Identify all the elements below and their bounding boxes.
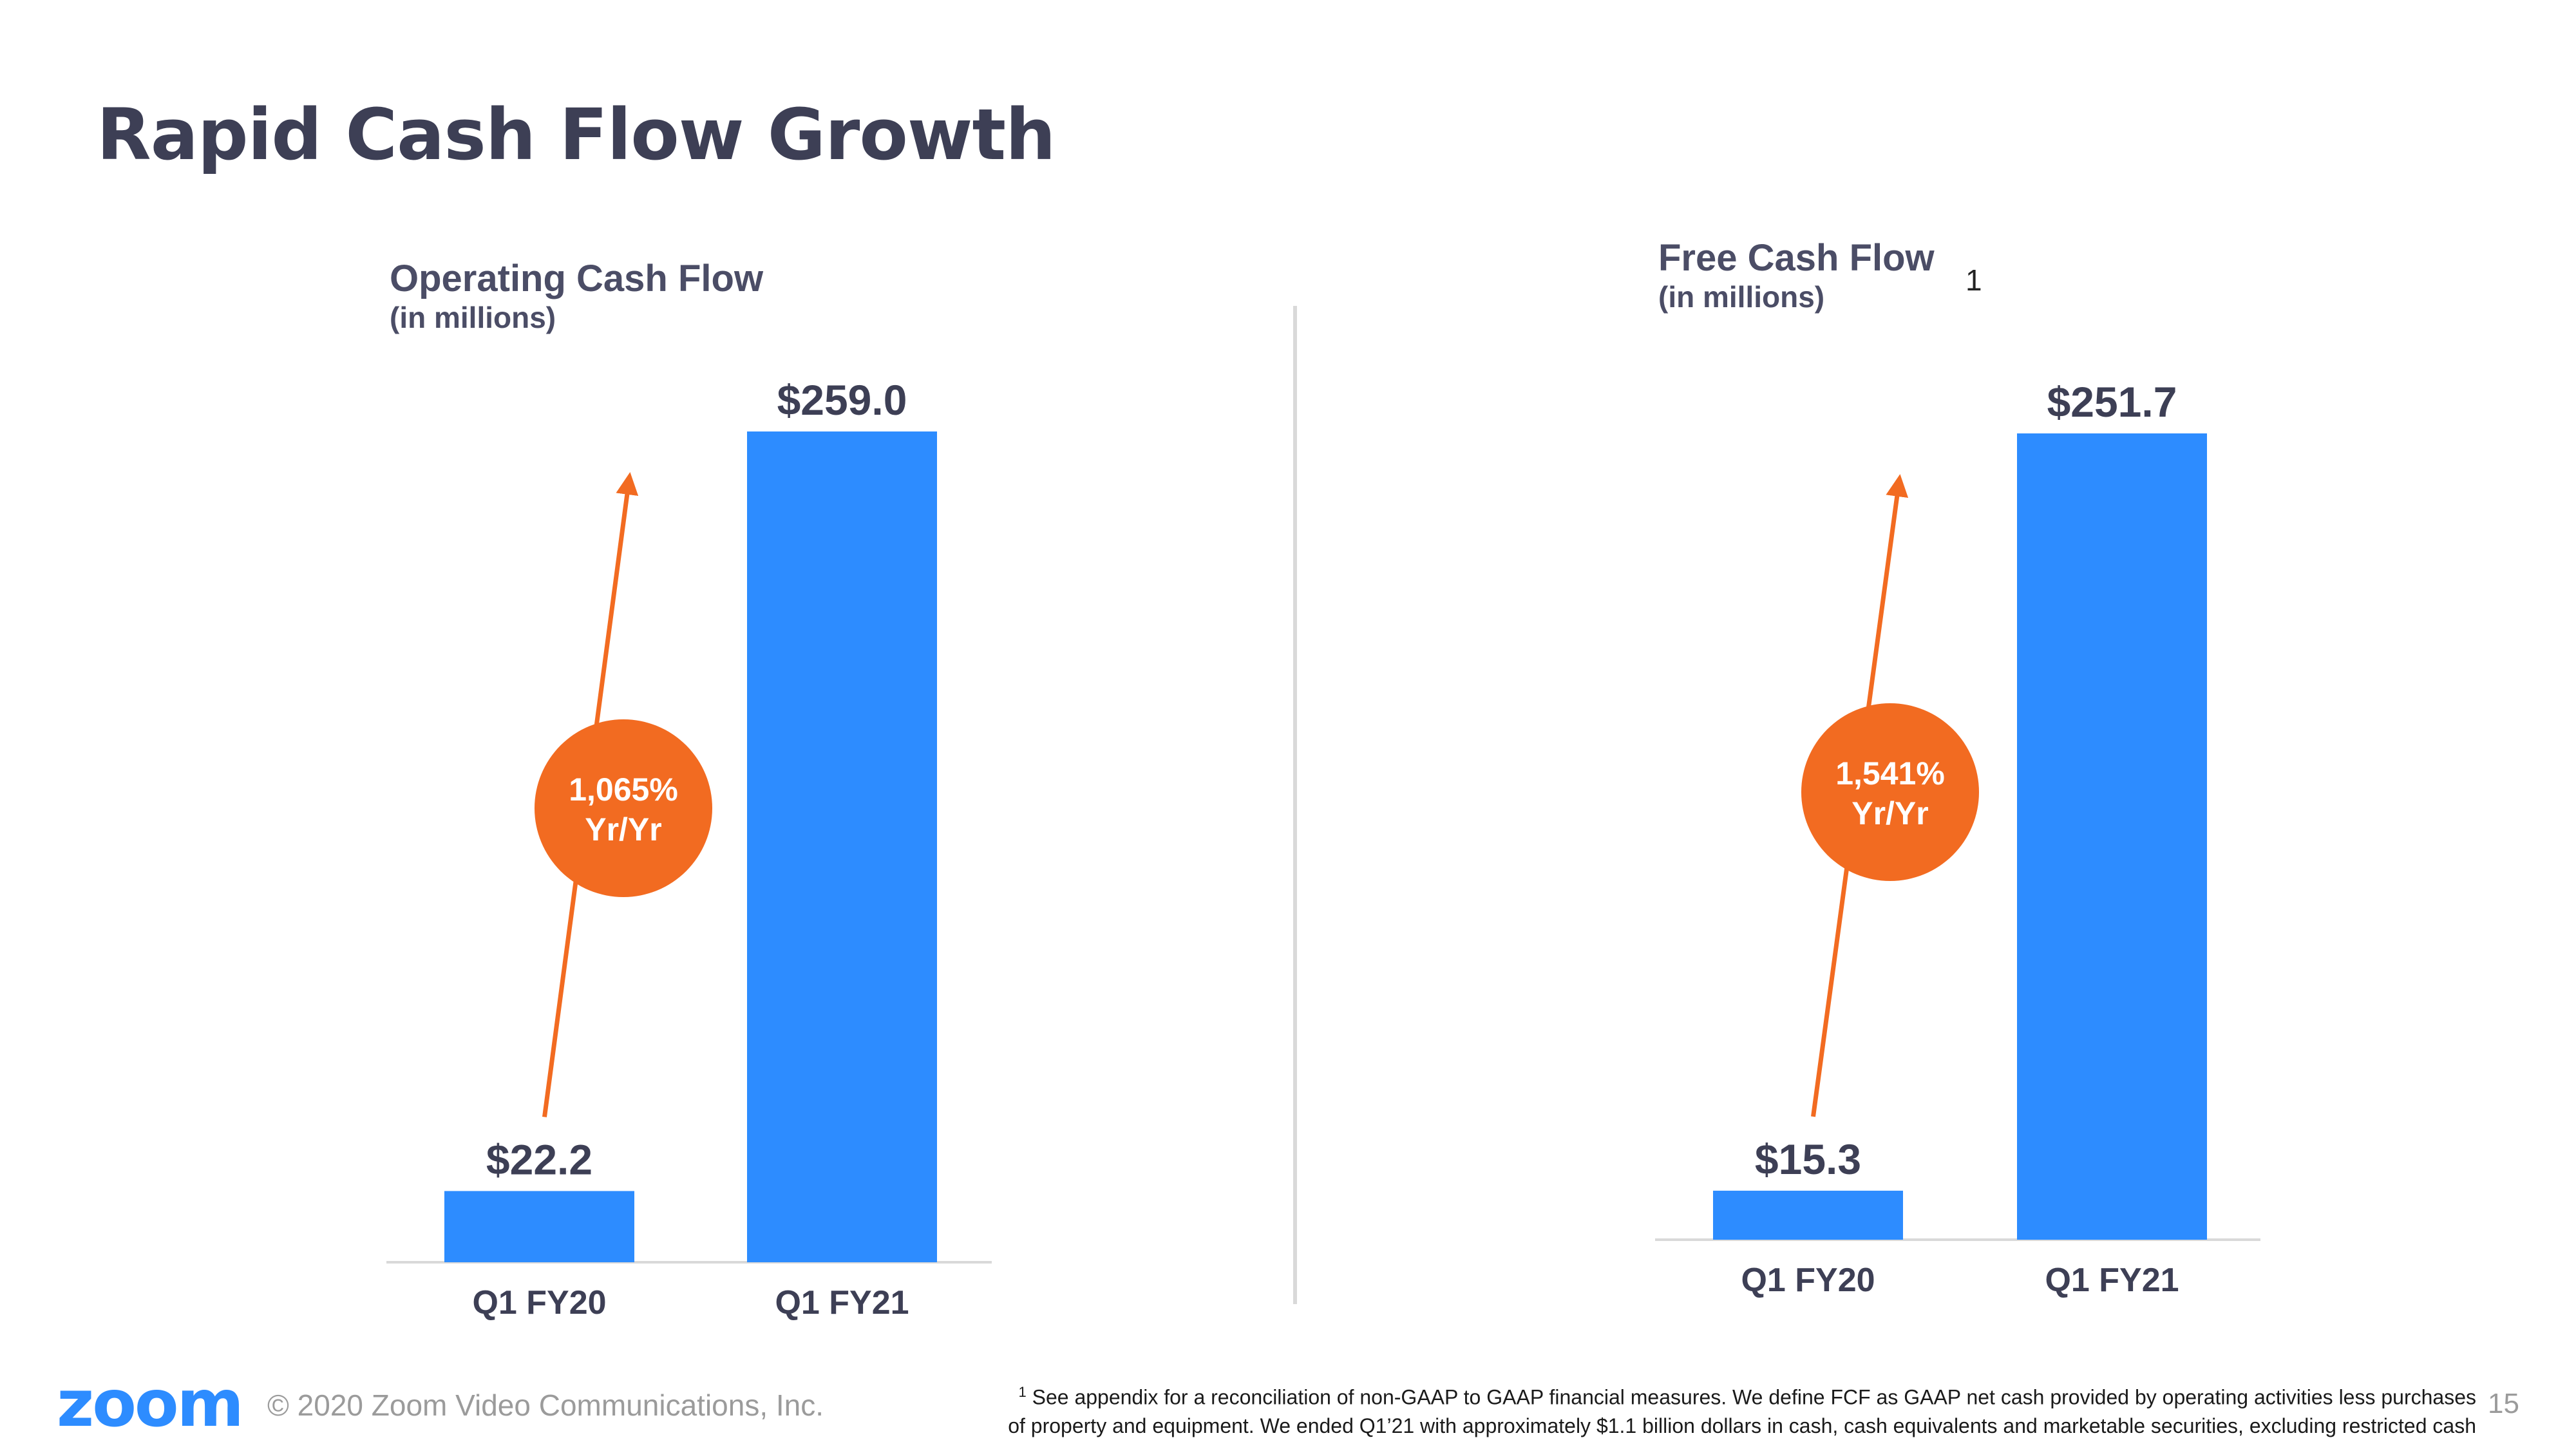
chart-header-free: Free Cash Flow (in millions)	[1658, 237, 1935, 314]
chart-subtitle: (in millions)	[390, 301, 556, 334]
copyright: © 2020 Zoom Video Communications, Inc.	[267, 1388, 824, 1422]
divider	[1293, 306, 1297, 1304]
zoom-logo: zoom	[57, 1366, 244, 1441]
bar-q1-fy20	[1713, 1190, 1903, 1240]
chart-title: Operating Cash Flow	[390, 258, 764, 299]
bar-q1-fy21	[2017, 433, 2207, 1240]
growth-badge	[1801, 703, 1979, 881]
footnote-marker: 1	[1965, 263, 1982, 297]
growth-badge	[535, 719, 712, 897]
bar-q1-fy20	[444, 1191, 634, 1262]
footnote-line-2: of property and equipment. We ended Q1’2…	[1008, 1414, 2476, 1437]
page-number: 15	[2488, 1388, 2519, 1419]
growth-period-label: Yr/Yr	[585, 811, 662, 848]
chart-subtitle: (in millions)	[1658, 280, 1825, 314]
data-label: $251.7	[2047, 378, 2177, 426]
data-label: $15.3	[1755, 1135, 1861, 1183]
footnote-sup: 1	[1018, 1384, 1027, 1400]
footnote-text-1: See appendix for a reconciliation of non…	[1032, 1385, 2476, 1409]
category-tick-label: Q1 FY21	[775, 1284, 909, 1321]
category-tick-label: Q1 FY20	[472, 1284, 606, 1321]
chart-header-operating: Operating Cash Flow (in millions)	[390, 258, 763, 335]
data-label: $22.2	[486, 1135, 592, 1183]
charts-canvas: $22.2Q1 FY20$259.0Q1 FY211,065%Yr/Yr$15.…	[386, 376, 2260, 1321]
growth-percent-label: 1,065%	[569, 772, 678, 808]
category-tick-label: Q1 FY20	[1741, 1262, 1875, 1299]
growth-percent-label: 1,541%	[1835, 755, 1945, 791]
data-label: $259.0	[777, 376, 907, 424]
growth-period-label: Yr/Yr	[1852, 795, 1929, 831]
bar-q1-fy21	[747, 431, 937, 1262]
page-title: Rapid Cash Flow Growth	[97, 93, 1056, 176]
category-tick-label: Q1 FY21	[2045, 1262, 2179, 1299]
footnote-line-1: 1 See appendix for a reconciliation of n…	[1008, 1378, 2476, 1412]
chart-title: Free Cash Flow	[1658, 237, 1935, 279]
footnote: 1 See appendix for a reconciliation of n…	[1008, 1378, 2476, 1440]
